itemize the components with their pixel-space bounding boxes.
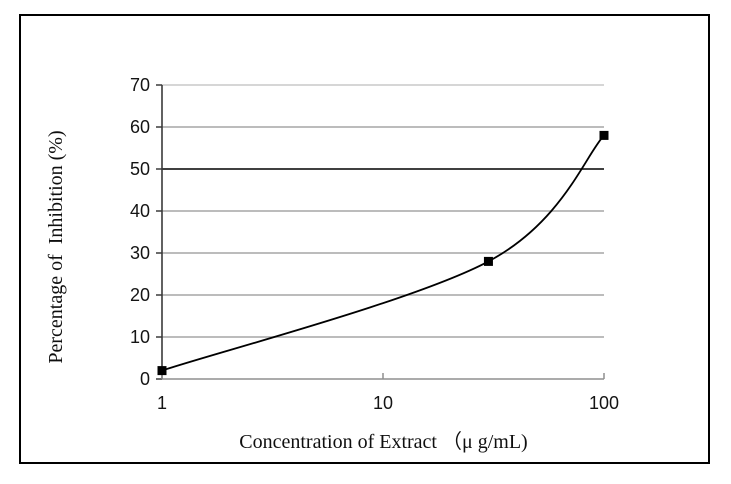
y-axis-title: Percentage of Inhibition (%) bbox=[45, 130, 67, 364]
x-tick-label: 100 bbox=[588, 393, 620, 413]
x-tick-label: 10 bbox=[372, 393, 394, 413]
series-line bbox=[161, 134, 605, 372]
data-point-marker bbox=[483, 256, 493, 266]
data-point-marker bbox=[599, 130, 609, 140]
figure-border: Percentage of Inhibition (%) 0 10 20 30 40 50… bbox=[19, 14, 710, 464]
plot-area bbox=[156, 84, 609, 380]
x-axis-title: Concentration of Extract （μ g/mL) bbox=[239, 431, 528, 453]
data-point-marker bbox=[157, 366, 167, 376]
x-tick-label: 1 bbox=[156, 393, 167, 413]
